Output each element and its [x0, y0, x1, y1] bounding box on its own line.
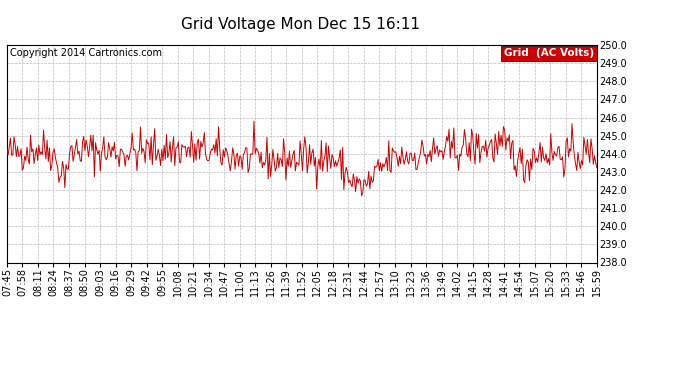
- Text: Copyright 2014 Cartronics.com: Copyright 2014 Cartronics.com: [10, 48, 162, 58]
- Text: Grid  (AC Volts): Grid (AC Volts): [504, 48, 594, 58]
- Text: Grid Voltage Mon Dec 15 16:11: Grid Voltage Mon Dec 15 16:11: [181, 17, 420, 32]
